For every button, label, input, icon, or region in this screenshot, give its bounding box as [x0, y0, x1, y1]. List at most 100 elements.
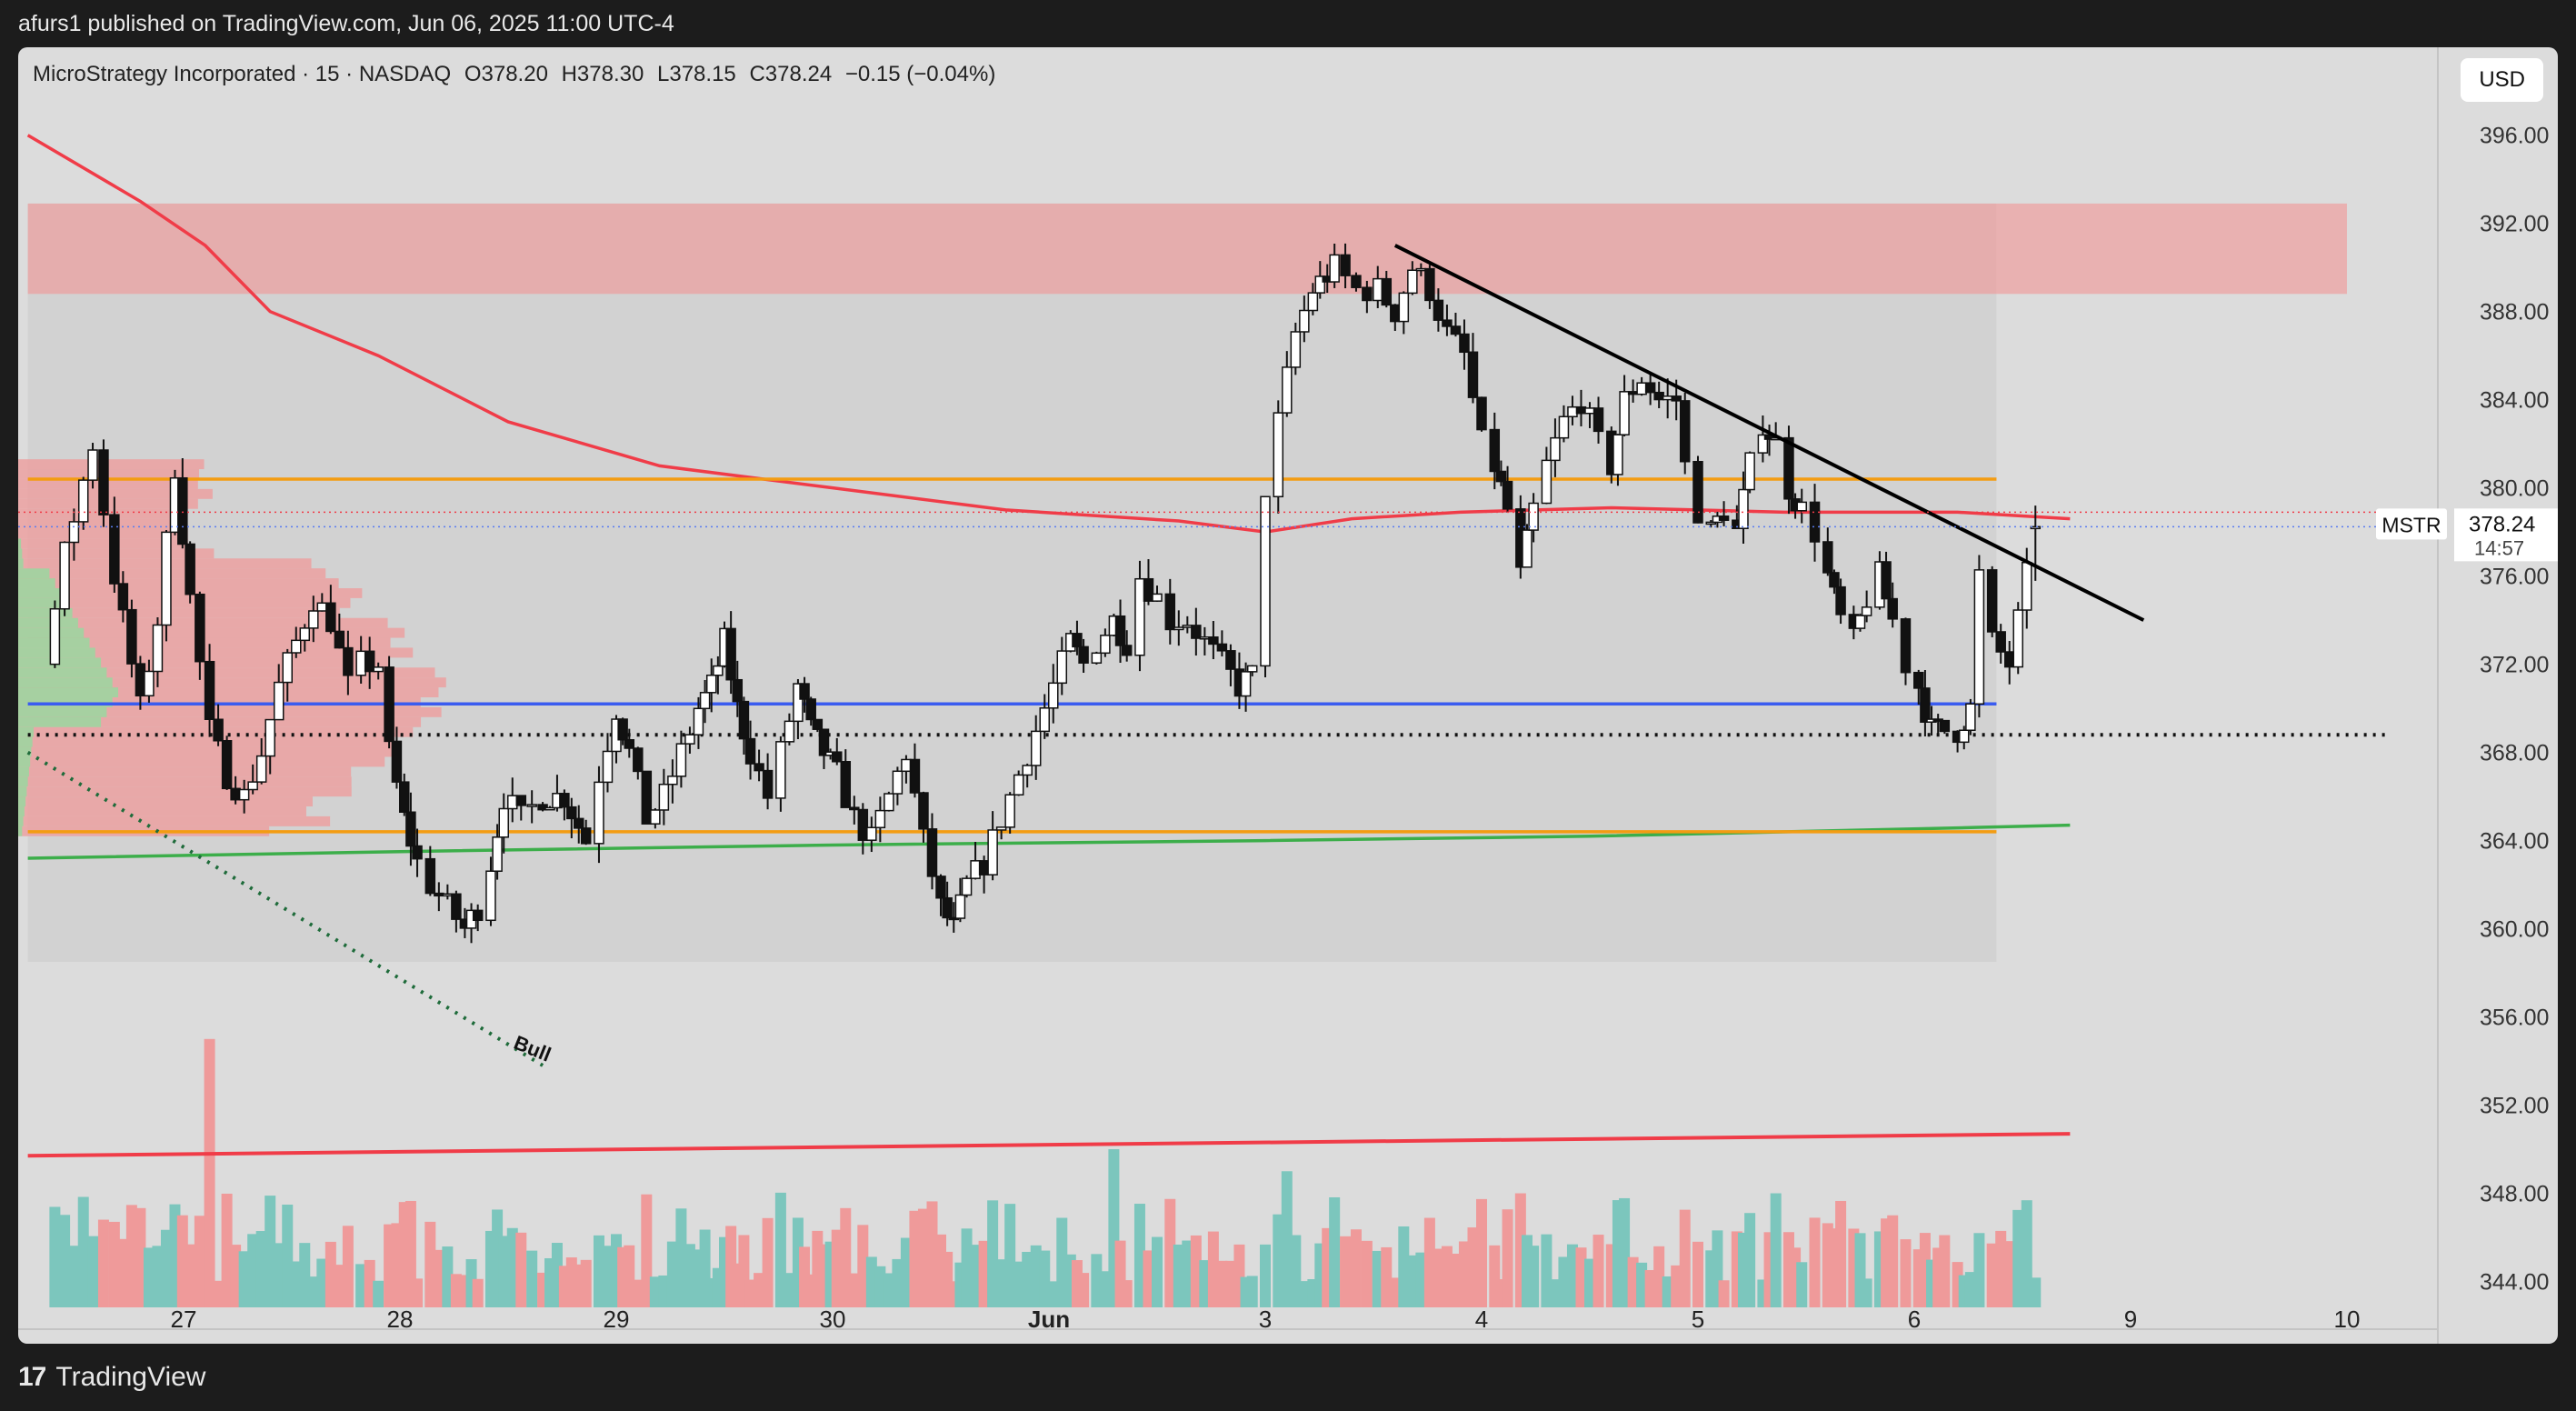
volume-bar [1207, 1231, 1219, 1307]
y-tick-label: 352.00 [2480, 1094, 2549, 1119]
candle-body [1809, 501, 1821, 543]
candle-body [299, 627, 311, 642]
candle-body [1216, 643, 1228, 652]
candle-body [177, 476, 188, 545]
volume-bar [238, 1251, 250, 1307]
volume-bar [1099, 1271, 1111, 1307]
volume-bar [865, 1256, 877, 1307]
volume-bar [1152, 1236, 1163, 1307]
candle-body [1528, 502, 1539, 531]
x-tick-label: 3 [1259, 1306, 1272, 1333]
candle-body [405, 811, 416, 847]
candle-body [1662, 395, 1673, 401]
candle-body [832, 751, 843, 763]
volume-profile-bar [18, 766, 29, 777]
price-chart[interactable]: Bull396.00392.00388.00384.00380.00376.00… [18, 47, 2558, 1344]
x-tick-label: 6 [1908, 1306, 1921, 1333]
candle-body [1415, 267, 1427, 272]
volume-bar [1653, 1246, 1665, 1307]
candle-body [213, 718, 224, 742]
candle-body [1373, 277, 1383, 302]
volume-bar [204, 1038, 215, 1307]
volume-profile-bar [18, 617, 78, 628]
candle-body [684, 734, 695, 745]
volume-bar [1433, 1248, 1444, 1307]
candle-body [1314, 275, 1326, 294]
y-tick-label: 368.00 [2480, 741, 2549, 766]
candle-body [1351, 275, 1362, 288]
volume-bar [1224, 1260, 1236, 1307]
candle-body [1829, 572, 1840, 588]
candle-body [1973, 569, 1985, 706]
candle-body [1208, 636, 1219, 645]
candle-body [1048, 682, 1059, 709]
y-tick-label: 396.00 [2480, 124, 2549, 149]
volume-bar [978, 1240, 990, 1307]
candle-body [221, 740, 233, 790]
volume-profile-bar [18, 746, 396, 757]
volume-profile-bar [18, 816, 24, 826]
volume-bar [632, 1279, 644, 1307]
candle-body [1072, 633, 1083, 648]
volume-bar [1415, 1252, 1427, 1307]
volume-profile-bar [18, 697, 421, 707]
volume-bar [1796, 1262, 1808, 1307]
volume-profile-bar [18, 796, 26, 807]
candle-body [1920, 687, 1931, 723]
volume-bar [77, 1196, 89, 1307]
volume-bar [498, 1236, 510, 1307]
volume-profile-bar [18, 736, 395, 747]
volume-bar [1133, 1204, 1145, 1307]
candle-body [580, 827, 592, 845]
candle-body [641, 770, 653, 825]
volume-profile-bar [18, 756, 31, 767]
volume-profile-bar [18, 657, 390, 668]
volume-bar [1502, 1209, 1513, 1307]
candle-body [935, 876, 946, 899]
candle-body [355, 650, 366, 676]
volume-profile-bar [18, 706, 442, 717]
candle-body [1114, 615, 1126, 646]
volume-profile-bar [18, 766, 352, 777]
volume-bar [412, 1278, 424, 1307]
volume-profile-bar [18, 687, 118, 697]
chart-frame[interactable]: Bull 396.00 392.00 388.00 384.00 380.00 376.00… [18, 47, 2558, 1344]
volume-bar [987, 1200, 999, 1307]
volume-bar [995, 1259, 1007, 1307]
volume-bar [1528, 1246, 1540, 1307]
volume-profile-bar [18, 776, 352, 787]
volume-bar [526, 1250, 538, 1307]
candle-body [2003, 651, 2015, 668]
volume-bar [1887, 1215, 1899, 1307]
candle-body [507, 795, 518, 810]
volume-bar [649, 1276, 661, 1307]
candle-body [2030, 525, 2042, 530]
candle-body [744, 737, 756, 765]
ohlc-low: L378.15 [657, 62, 736, 86]
volume-bar [1164, 1198, 1176, 1307]
volume-profile-bar [18, 826, 23, 836]
candle-body [1182, 625, 1193, 628]
volume-bar [442, 1246, 454, 1307]
volume-bar [1372, 1250, 1383, 1307]
candle-body [1424, 267, 1435, 302]
candle-body [995, 826, 1007, 831]
candle-body [1575, 405, 1587, 415]
volume-profile-bar [18, 697, 113, 707]
ma-red-line [26, 134, 2071, 534]
volume-bar [2021, 1200, 2032, 1307]
candle-body [1056, 650, 1068, 685]
candle-body [849, 806, 860, 811]
volume-profile-bar [18, 607, 73, 618]
candle-body [1091, 652, 1103, 664]
y-tick-label: 344.00 [2480, 1270, 2549, 1296]
candle-body [126, 608, 137, 665]
volume-bar [675, 1208, 687, 1307]
candle-body [573, 817, 584, 829]
volume-bar [1281, 1171, 1293, 1307]
y-tick-label: 392.00 [2480, 212, 2549, 237]
candle-body [247, 781, 258, 791]
currency-button[interactable]: USD [2461, 58, 2543, 102]
candle-body [434, 892, 444, 897]
bull-trendline [26, 750, 544, 1067]
